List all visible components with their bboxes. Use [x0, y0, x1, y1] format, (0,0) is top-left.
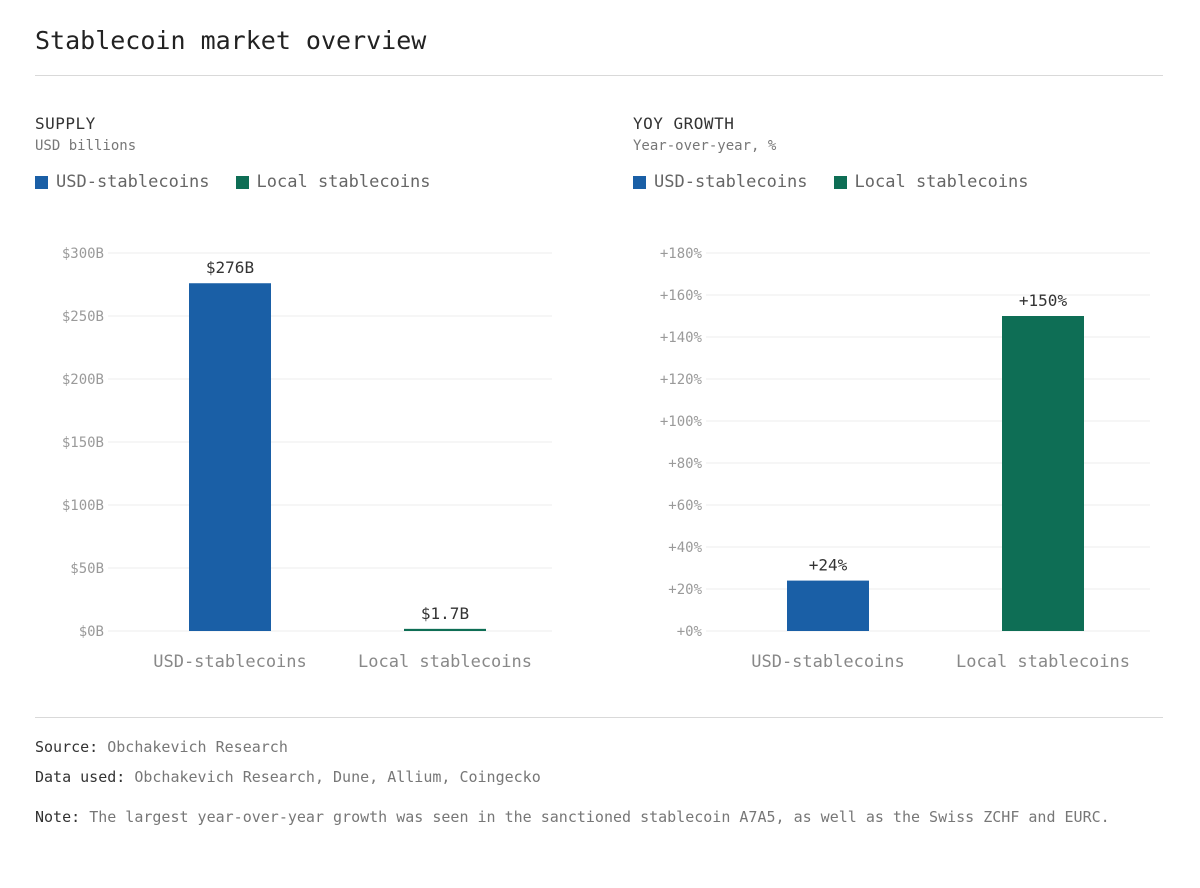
- bar-local-stablecoins: [404, 628, 486, 631]
- x-tick-label-usd-stablecoins: USD-stablecoins: [153, 652, 307, 672]
- legend-item-usd: USD-stablecoins: [35, 172, 210, 192]
- y-tick-label: +0%: [677, 624, 703, 640]
- supply-panel: SUPPLY USD billions USD-stablecoins Loca…: [0, 110, 560, 700]
- x-tick-label-local-stablecoins: Local stablecoins: [358, 652, 532, 672]
- legend-item-usd: USD-stablecoins: [633, 172, 808, 192]
- page-title: Stablecoin market overview: [35, 26, 427, 55]
- y-tick-label: +20%: [668, 582, 702, 598]
- legend-label-usd: USD-stablecoins: [56, 172, 210, 192]
- y-tick-label: +140%: [660, 330, 703, 346]
- note-line: Note: The largest year-over-year growth …: [35, 805, 1155, 830]
- y-tick-label: +80%: [668, 456, 702, 472]
- data-used-label: Data used:: [35, 768, 126, 786]
- data-used-line: Data used: Obchakevich Research, Dune, A…: [35, 768, 541, 786]
- legend-swatch-local: [833, 175, 847, 189]
- y-tick-label: $300B: [62, 246, 104, 262]
- y-tick-label: +160%: [660, 288, 703, 304]
- y-tick-label: +100%: [660, 414, 703, 430]
- growth-legend: USD-stablecoins Local stablecoins: [633, 172, 1029, 192]
- data-label-local-stablecoins: $1.7B: [421, 604, 469, 623]
- y-tick-label: $100B: [62, 498, 104, 514]
- y-tick-label: $250B: [62, 309, 104, 325]
- data-label-local-stablecoins: +150%: [1019, 291, 1068, 310]
- source-label: Source:: [35, 738, 99, 756]
- y-tick-label: +40%: [668, 540, 702, 556]
- y-tick-label: +60%: [668, 498, 702, 514]
- supply-chart: $0B $50B $100B $150B $200B $250B $300B $276B USD…: [62, 246, 552, 672]
- legend-swatch-usd: [35, 175, 48, 189]
- legend-label-local: Local stablecoins: [854, 172, 1029, 192]
- y-tick-label: $150B: [62, 435, 104, 451]
- note-label: Note:: [35, 808, 81, 826]
- supply-title: SUPPLY: [35, 114, 96, 133]
- y-tick-label: $0B: [79, 624, 104, 640]
- bar-usd-stablecoins: [787, 580, 869, 631]
- data-label-usd-stablecoins: +24%: [809, 556, 848, 575]
- x-tick-label-usd-stablecoins: USD-stablecoins: [751, 652, 905, 672]
- source-value: Obchakevich Research: [107, 738, 288, 756]
- bar-usd-stablecoins: [189, 283, 271, 631]
- growth-subtitle: Year-over-year, %: [633, 138, 777, 154]
- growth-panel: YOY GROWTH Year-over-year, % USD-stablec…: [598, 110, 1158, 700]
- growth-title: YOY GROWTH: [633, 114, 735, 133]
- y-tick-label: +180%: [660, 246, 703, 262]
- data-used-value: Obchakevich Research, Dune, Allium, Coin…: [134, 768, 541, 786]
- note-value: The largest year-over-year growth was se…: [89, 808, 1110, 826]
- y-tick-label: $50B: [70, 561, 104, 577]
- legend-label-usd: USD-stablecoins: [654, 172, 808, 192]
- y-tick-label: +120%: [660, 372, 703, 388]
- legend-item-local: Local stablecoins: [833, 172, 1029, 192]
- growth-chart: +0% +20% +40% +60% +80% +100% +120% +140% +160% +…: [660, 246, 1150, 672]
- legend-swatch-usd: [633, 175, 646, 189]
- data-label-usd-stablecoins: $276B: [206, 258, 254, 277]
- legend-label-local: Local stablecoins: [256, 172, 431, 192]
- supply-legend: USD-stablecoins Local stablecoins: [35, 172, 431, 192]
- y-tick-label: $200B: [62, 372, 104, 388]
- legend-item-local: Local stablecoins: [235, 172, 431, 192]
- bar-local-stablecoins: [1002, 316, 1084, 631]
- legend-swatch-local: [235, 175, 249, 189]
- supply-subtitle: USD billions: [35, 138, 137, 154]
- x-tick-label-local-stablecoins: Local stablecoins: [956, 652, 1130, 672]
- source-line: Source: Obchakevich Research: [35, 738, 288, 756]
- bottom-divider: [35, 717, 1163, 718]
- top-divider: [35, 75, 1163, 76]
